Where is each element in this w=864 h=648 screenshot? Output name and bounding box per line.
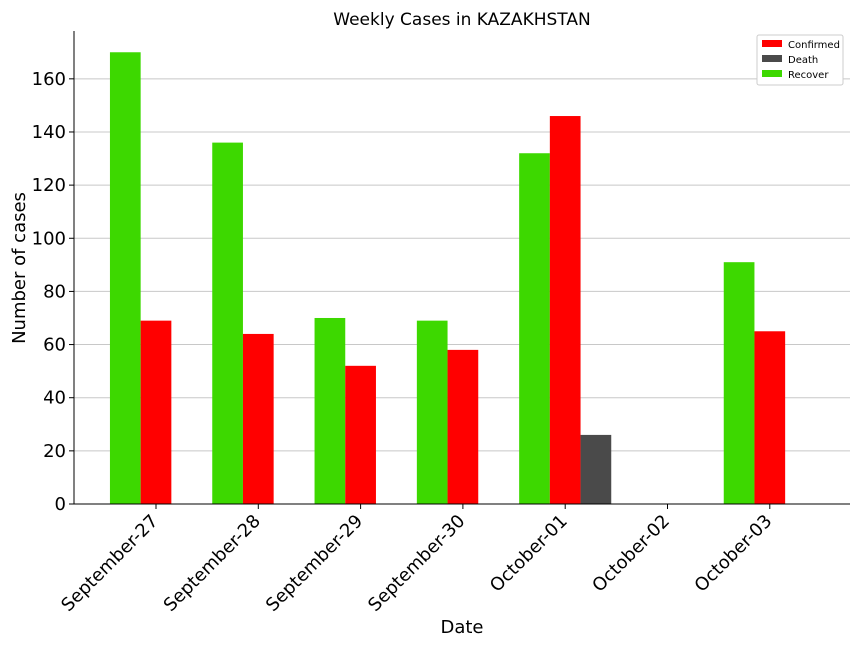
bar-recover-september-30 [416,320,448,504]
bar-recover-october-03 [723,262,755,504]
x-tick-label: September-30 [364,511,469,616]
y-tick-label: 120 [32,175,66,196]
chart-title: Weekly Cases in KAZAKHSTAN [333,10,590,30]
y-tick-label: 40 [43,388,66,409]
y-tick-label: 20 [43,441,66,462]
bars [109,52,786,505]
bar-death-october-01 [580,434,612,504]
y-tick-label: 160 [32,69,66,90]
y-axis-label: Number of cases [9,192,30,344]
x-tick-label: October-01 [486,511,572,597]
legend-label-recover: Recover [788,70,829,81]
y-ticks: 0 20 40 60 80 100 120 140 160 [32,69,74,515]
x-tick-label: September-29 [262,511,367,616]
x-tick-label: September-28 [160,511,265,616]
gridlines [74,78,850,452]
y-tick-label: 60 [43,335,66,356]
y-tick-label: 0 [55,494,66,515]
y-tick-label: 80 [43,281,66,302]
bar-confirmed-september-29 [345,365,376,504]
bar-recover-october-01 [519,153,550,504]
bar-confirmed-october-03 [754,331,786,504]
bar-recover-september-27 [109,52,141,505]
x-tick-label: September-27 [57,511,162,616]
x-tick-label: October-03 [691,511,777,597]
bar-confirmed-september-28 [242,333,274,504]
bar-recover-september-29 [314,317,346,504]
axes [73,31,850,505]
bar-recover-september-28 [212,142,243,504]
legend-swatch-recover [762,70,782,77]
legend-label-confirmed: Confirmed [788,40,840,51]
x-tick-label: October-02 [588,511,674,597]
bar-confirmed-october-01 [549,116,581,505]
x-ticks: September-27September-28September-29Sept… [57,504,776,616]
legend-label-death: Death [788,55,818,66]
legend-swatch-confirmed [762,40,782,47]
bar-confirmed-september-30 [447,349,479,504]
legend: Confirmed Death Recover [756,34,844,86]
legend-swatch-death [762,55,782,62]
bar-confirmed-september-27 [140,320,172,504]
y-tick-label: 100 [32,228,66,249]
x-axis-label: Date [440,617,483,638]
y-tick-label: 140 [32,122,66,143]
